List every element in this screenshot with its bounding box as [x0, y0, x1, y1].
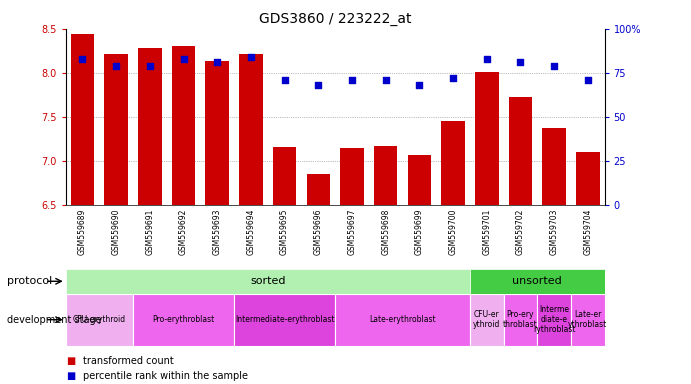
Bar — [66, 269, 470, 294]
Bar — [509, 97, 532, 205]
Bar — [340, 148, 363, 205]
Point — [515, 59, 526, 65]
Text: Pro-ery
throblast: Pro-ery throblast — [503, 310, 538, 329]
Point — [380, 77, 391, 83]
Text: GSM559694: GSM559694 — [247, 209, 256, 255]
Bar — [470, 294, 504, 346]
Text: Interme
diate-e
rythroblast: Interme diate-e rythroblast — [533, 306, 576, 334]
Point — [245, 54, 256, 60]
Bar — [138, 48, 162, 205]
Bar — [470, 269, 605, 294]
Bar — [504, 294, 537, 346]
Text: GSM559704: GSM559704 — [583, 209, 592, 255]
Point — [77, 56, 88, 62]
Text: GSM559693: GSM559693 — [213, 209, 222, 255]
Bar — [442, 121, 465, 205]
Bar — [66, 294, 133, 346]
Text: CFU-erythroid: CFU-erythroid — [73, 315, 126, 324]
Point — [448, 75, 459, 81]
Bar — [273, 147, 296, 205]
Text: ■: ■ — [66, 356, 75, 366]
Bar — [104, 53, 128, 205]
Point — [549, 63, 560, 69]
Text: protocol: protocol — [7, 276, 52, 286]
Text: sorted: sorted — [250, 276, 285, 286]
Bar — [205, 61, 229, 205]
Text: CFU-er
ythroid: CFU-er ythroid — [473, 310, 500, 329]
Point — [414, 82, 425, 88]
Bar — [542, 128, 566, 205]
Text: Late-er
ythroblast: Late-er ythroblast — [568, 310, 607, 329]
Point — [279, 77, 290, 83]
Text: GSM559697: GSM559697 — [348, 209, 357, 255]
Point — [144, 63, 155, 69]
Bar — [538, 294, 571, 346]
Text: GSM559702: GSM559702 — [516, 209, 525, 255]
Point — [313, 82, 324, 88]
Point — [583, 77, 594, 83]
Text: GSM559692: GSM559692 — [179, 209, 188, 255]
Text: GSM559703: GSM559703 — [549, 209, 558, 255]
Text: unsorted: unsorted — [513, 276, 562, 286]
Text: transformed count: transformed count — [83, 356, 173, 366]
Text: percentile rank within the sample: percentile rank within the sample — [83, 371, 248, 381]
Point — [211, 59, 223, 65]
Text: GSM559696: GSM559696 — [314, 209, 323, 255]
Text: GSM559689: GSM559689 — [78, 209, 87, 255]
Bar — [571, 294, 605, 346]
Text: GSM559700: GSM559700 — [448, 209, 457, 255]
Text: Pro-erythroblast: Pro-erythroblast — [153, 315, 215, 324]
Point — [346, 77, 357, 83]
Bar — [172, 46, 196, 205]
Bar — [374, 146, 397, 205]
Point — [111, 63, 122, 69]
Text: GSM559701: GSM559701 — [482, 209, 491, 255]
Bar — [234, 294, 335, 346]
Bar — [70, 34, 94, 205]
Point — [481, 56, 492, 62]
Bar — [133, 294, 234, 346]
Title: GDS3860 / 223222_at: GDS3860 / 223222_at — [259, 12, 411, 26]
Bar — [307, 174, 330, 205]
Text: GSM559690: GSM559690 — [112, 209, 121, 255]
Bar — [576, 152, 600, 205]
Text: development stage: development stage — [7, 314, 102, 325]
Bar — [335, 294, 470, 346]
Text: GSM559691: GSM559691 — [145, 209, 154, 255]
Bar — [408, 155, 431, 205]
Text: GSM559695: GSM559695 — [280, 209, 289, 255]
Text: GSM559699: GSM559699 — [415, 209, 424, 255]
Text: Intermediate-erythroblast: Intermediate-erythroblast — [235, 315, 334, 324]
Point — [178, 56, 189, 62]
Text: GSM559698: GSM559698 — [381, 209, 390, 255]
Bar — [239, 53, 263, 205]
Text: Late-erythroblast: Late-erythroblast — [369, 315, 436, 324]
Text: ■: ■ — [66, 371, 75, 381]
Bar — [475, 72, 498, 205]
